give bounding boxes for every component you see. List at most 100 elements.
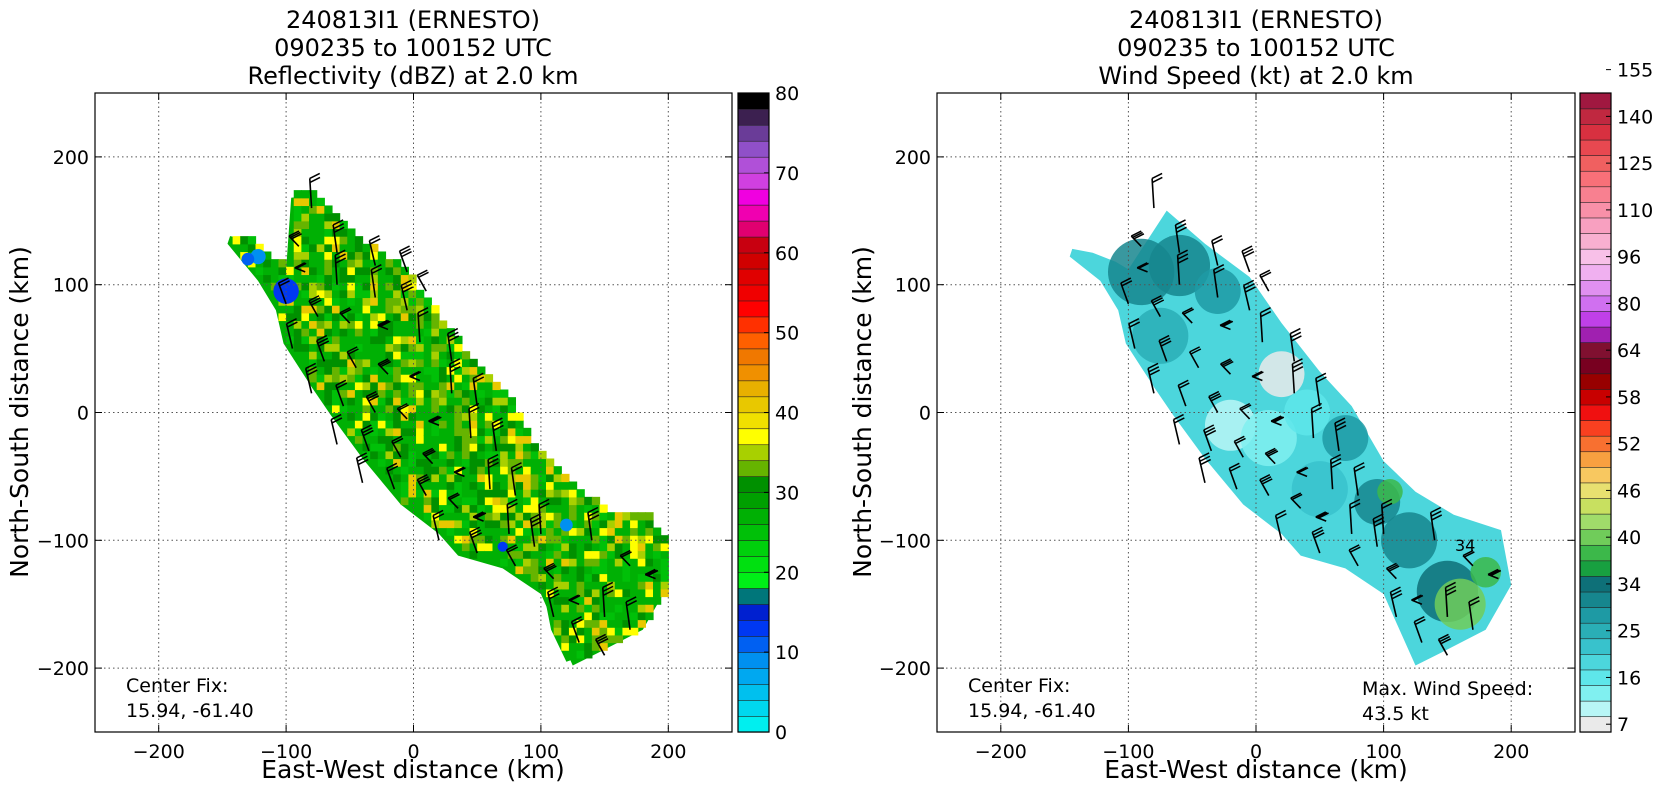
reflectivity-cell <box>454 381 463 391</box>
wind-barb <box>332 219 345 253</box>
reflectivity-cell <box>461 473 471 483</box>
reflectivity-cell <box>347 289 356 299</box>
wind-grid <box>937 93 1575 732</box>
reflectivity-cell <box>507 420 517 429</box>
colorbar-swatch <box>1579 232 1612 250</box>
reflectivity-cell <box>461 527 471 536</box>
reflectivity-cell <box>438 420 448 429</box>
reflectivity-cell <box>293 343 302 352</box>
reflectivity-cell <box>339 266 348 276</box>
reflectivity-cell <box>423 297 432 306</box>
reflectivity-cell <box>599 542 608 552</box>
reflectivity-cell <box>316 312 325 322</box>
reflectivity-cell <box>500 450 509 460</box>
reflectivity-cell <box>362 282 371 291</box>
reflectivity-cell <box>622 535 631 544</box>
reflectivity-cell <box>423 374 432 383</box>
colorbar-swatch <box>737 444 770 462</box>
reflectivity-cell <box>377 297 387 306</box>
reflectivity-cell <box>400 374 410 383</box>
reflectivity-cell <box>446 435 455 444</box>
reflectivity-cell <box>331 312 341 322</box>
reflectivity-cell <box>393 289 402 299</box>
reflectivity-cell <box>515 473 524 483</box>
colorbar-tick-label: 110 <box>1617 200 1653 222</box>
wind-barb <box>468 402 480 439</box>
wind-barb <box>416 269 429 292</box>
wind-title-line-3: Wind Speed (kt) at 2.0 km <box>1098 62 1413 90</box>
reflectivity-cell <box>446 389 455 398</box>
reflectivity-cell <box>385 458 394 467</box>
reflectivity-cell <box>500 473 509 483</box>
reflectivity-cell <box>377 274 387 283</box>
reflectivity-cell <box>538 466 547 475</box>
reflectivity-cell <box>331 351 341 360</box>
reflectivity-cell <box>377 374 387 383</box>
reflectivity-cell <box>438 335 448 345</box>
reflectivity-cell <box>400 289 410 299</box>
wind-barb <box>346 346 359 369</box>
reflectivity-cell <box>584 496 593 506</box>
reflectivity-cell <box>530 496 539 506</box>
reflectivity-cell <box>523 427 532 437</box>
reflectivity-cell <box>370 397 379 406</box>
reflectivity-cell <box>446 466 455 475</box>
reflectivity-cell <box>553 504 562 513</box>
reflectivity-cell <box>331 335 341 345</box>
reflectivity-cell <box>545 504 555 513</box>
reflectivity-cell <box>500 489 509 498</box>
reflectivity-cell <box>347 404 356 414</box>
colorbar-swatch <box>737 252 770 270</box>
reflectivity-cell <box>316 374 325 383</box>
reflectivity-cell <box>293 297 302 306</box>
reflectivity-cell <box>408 427 417 437</box>
reflectivity-cell <box>607 512 616 521</box>
reflectivity-cell <box>316 236 325 245</box>
reflectivity-cell <box>347 320 356 329</box>
reflectivity-cell <box>416 496 425 506</box>
y-tick-label: 200 <box>53 147 89 169</box>
colorbar-swatch <box>737 508 770 525</box>
reflectivity-cell <box>637 596 646 605</box>
reflectivity-cell <box>538 496 547 506</box>
reflectivity-cell <box>347 366 356 375</box>
reflectivity-cell <box>431 312 440 322</box>
reflectivity-cell <box>630 527 639 536</box>
reflectivity-cell <box>354 397 364 406</box>
colorbar-swatch <box>737 651 770 669</box>
reflectivity-cell <box>270 266 280 276</box>
reflectivity-cell <box>423 381 432 391</box>
reflectivity-cell <box>324 228 333 237</box>
reflectivity-cell <box>568 611 578 621</box>
reflectivity-cell <box>416 443 425 452</box>
reflectivity-cell <box>324 320 333 329</box>
reflectivity-cell <box>622 588 631 598</box>
reflectivity-cell <box>408 450 417 460</box>
colorbar-swatch <box>1579 638 1612 655</box>
reflectivity-cell <box>630 565 639 575</box>
reflectivity-cell <box>653 573 662 582</box>
reflectivity-cell <box>278 312 287 322</box>
reflectivity-cell <box>362 259 371 268</box>
reflectivity-cell <box>438 328 448 337</box>
reflectivity-cell <box>469 427 478 437</box>
reflectivity-cell <box>454 335 463 345</box>
reflectivity-cell <box>370 243 379 253</box>
reflectivity-cell <box>324 312 333 322</box>
x-tick-label: −100 <box>1102 741 1154 763</box>
colorbar-swatch <box>737 428 770 446</box>
reflectivity-cell <box>339 297 348 306</box>
reflectivity-cell <box>393 473 402 483</box>
reflectivity-cell <box>576 565 585 575</box>
reflectivity-cell <box>293 236 302 245</box>
reflectivity-cell <box>553 496 562 506</box>
reflectivity-cell <box>339 335 348 345</box>
wind-barb <box>1353 462 1366 496</box>
reflectivity-cell <box>584 596 593 605</box>
reflectivity-cell <box>507 550 517 559</box>
colorbar-tick-label: 70 <box>775 163 799 185</box>
reflectivity-cell <box>653 527 662 536</box>
reflectivity-cell <box>400 435 410 444</box>
reflectivity-cell <box>309 190 318 199</box>
reflectivity-cell <box>393 389 402 398</box>
